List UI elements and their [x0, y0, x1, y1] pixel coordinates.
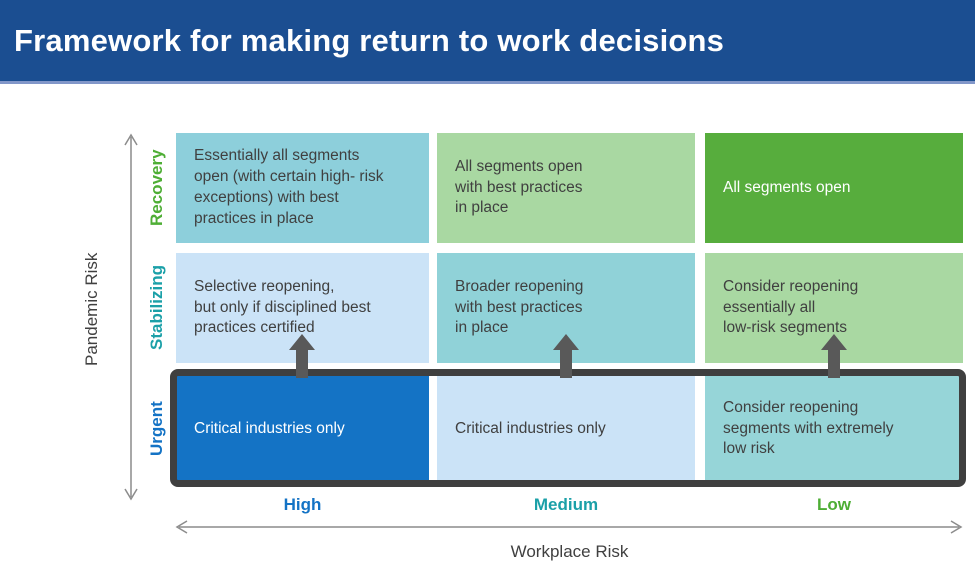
column-label-low: Low	[817, 495, 851, 514]
page-title: Framework for making return to work deci…	[14, 22, 725, 58]
cell-text: Critical industries only	[194, 419, 345, 437]
cell-urgent-medium: Critical industries only	[437, 375, 695, 483]
cell-stabilizing-low: Consider reopening essentially all low-r…	[705, 253, 963, 363]
row-label-stabilizing: Stabilizing	[147, 265, 166, 351]
cell-recovery-low: All segments open	[705, 133, 963, 243]
cell-recovery-medium: All segments open with best practices in…	[437, 133, 695, 243]
y-axis-label: Pandemic Risk	[82, 252, 101, 366]
cell-stabilizing-high: Selective reopening, but only if discipl…	[176, 253, 429, 363]
cell-urgent-high: Critical industries only	[176, 375, 429, 483]
row-label-urgent: Urgent	[147, 401, 166, 457]
cell-text: Essentially all segments open (with cert…	[194, 147, 384, 227]
cell-urgent-low: Consider reopening segments with extreme…	[705, 375, 963, 483]
horizontal-double-arrow-icon	[175, 520, 963, 534]
cell-text: All segments open with best practices in…	[455, 157, 583, 217]
title-banner: Framework for making return to work deci…	[0, 0, 975, 84]
up-block-arrow-icon	[821, 334, 847, 378]
vertical-double-arrow-icon	[124, 133, 138, 501]
up-block-arrow-icon	[289, 334, 315, 378]
cell-text: Critical industries only	[455, 419, 606, 437]
x-axis-label: Workplace Risk	[510, 542, 629, 561]
cell-text: Consider reopening segments with extreme…	[723, 398, 894, 458]
cell-text: Broader reopening with best practices in…	[455, 277, 584, 337]
cell-text: Selective reopening, but only if discipl…	[194, 277, 371, 337]
column-label-high: High	[283, 495, 322, 514]
up-block-arrow-icon	[553, 334, 579, 378]
cell-text: Consider reopening essentially all low-r…	[723, 277, 859, 337]
cell-text: All segments open	[723, 178, 851, 196]
column-label-medium: Medium	[533, 495, 599, 514]
cell-recovery-high: Essentially all segments open (with cert…	[176, 133, 429, 243]
row-label-recovery: Recovery	[147, 149, 166, 227]
